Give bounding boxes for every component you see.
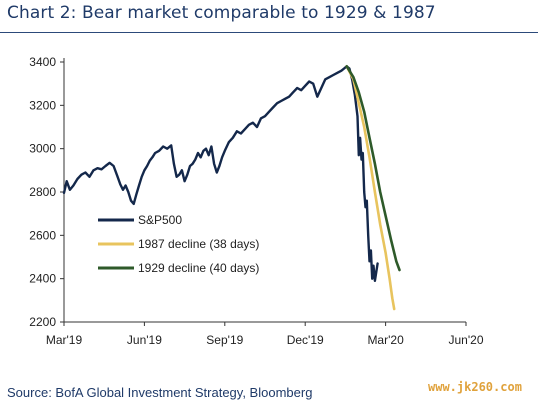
legend-label: 1929 decline (40 days) [138,261,259,275]
source-note: Source: BofA Global Investment Strategy,… [7,385,313,400]
x-tick-label: Jun'19 [127,333,162,347]
y-tick-label: 3400 [29,55,56,69]
series-lines [62,65,401,311]
y-tick-label: 3200 [29,98,56,112]
x-tick-label: Mar'19 [46,333,83,347]
y-axis: 2200 2400 2600 2800 3000 3200 3400 [29,55,65,329]
title-rule [0,32,538,33]
y-tick-label: 2400 [29,272,56,286]
x-tick-label: Dec'19 [287,333,324,347]
x-tick-label: Sep'19 [206,333,243,347]
watermark: www.jk260.com [428,380,522,394]
y-tick-label: 2800 [29,185,56,199]
chart-title: Chart 2: Bear market comparable to 1929 … [7,3,436,23]
y-tick-label: 2200 [29,315,56,329]
series-line-1987 [345,65,396,311]
y-tick-label: 2600 [29,228,56,242]
x-tick-label: Jun'20 [449,333,484,347]
legend-label: 1987 decline (38 days) [138,237,259,251]
x-tick-label: Mar'20 [367,333,404,347]
y-tick-label: 3000 [29,142,56,156]
legend-label: S&P500 [138,213,182,227]
series-line-1929 [345,65,401,272]
x-axis: Mar'19 Jun'19 Sep'19 Dec'19 Mar'20 Jun'20 [46,321,484,347]
legend: S&P500 1987 decline (38 days) 1929 decline… [98,213,259,275]
